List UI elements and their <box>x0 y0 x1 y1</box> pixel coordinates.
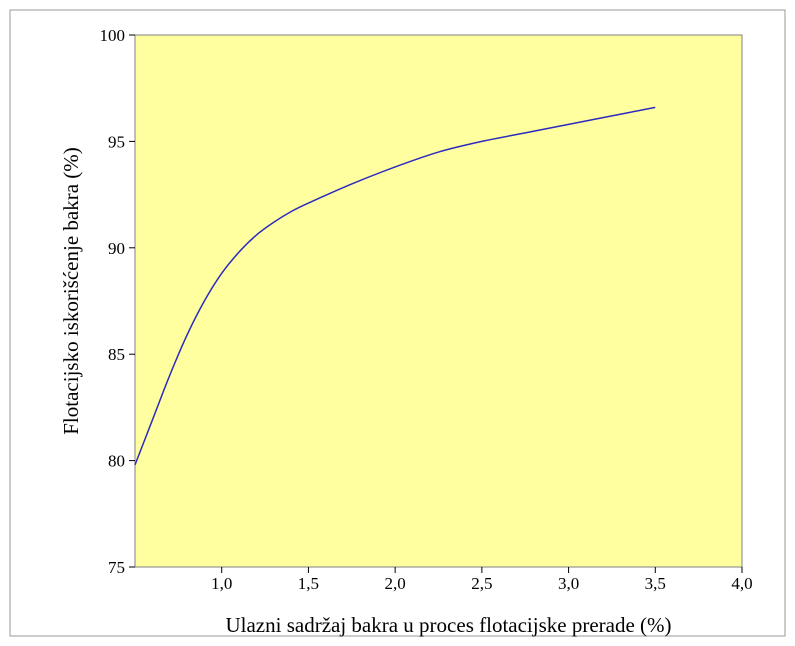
x-axis: 1,0 1,5 2,0 2,5 3,0 3,5 4,0 <box>211 567 753 593</box>
y-axis: 75 80 85 90 95 100 <box>100 26 135 577</box>
x-tick-label: 3,5 <box>645 574 666 593</box>
x-tick-label: 3,0 <box>558 574 579 593</box>
x-axis-label: Ulazni sadržaj bakra u proces flotacijsk… <box>225 613 671 637</box>
y-tick-label: 75 <box>108 558 125 577</box>
plot-area <box>134 34 743 568</box>
x-tick-label: 2,0 <box>385 574 406 593</box>
x-tick-label: 1,0 <box>211 574 232 593</box>
y-axis-label: Flotacijsko iskorišćenje bakra (%) <box>59 147 83 435</box>
y-tick-label: 100 <box>100 26 126 45</box>
x-tick-label: 1,5 <box>298 574 319 593</box>
x-tick-label: 4,0 <box>731 574 752 593</box>
x-tick-label: 2,5 <box>471 574 492 593</box>
y-tick-label: 80 <box>108 452 125 471</box>
y-tick-label: 95 <box>108 132 125 151</box>
y-tick-label: 85 <box>108 345 125 364</box>
series-line <box>134 106 656 466</box>
y-tick-label: 90 <box>108 239 125 258</box>
